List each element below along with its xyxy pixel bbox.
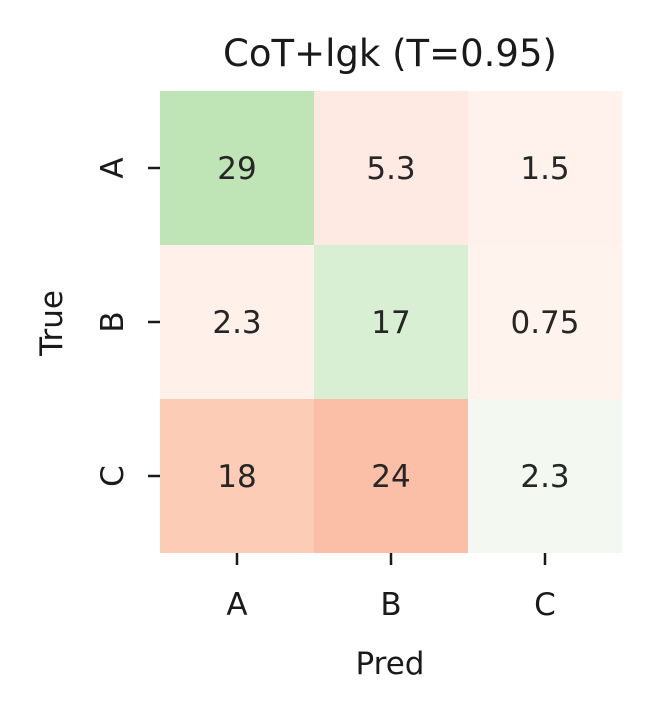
y-axis-label: True (34, 290, 70, 357)
y-axis-ticks: A B C (95, 157, 160, 487)
heatmap-cell-C-A (160, 399, 314, 553)
y-tick-label: B (95, 311, 131, 332)
cell-value-label: 24 (371, 459, 410, 495)
cell-value-label: 29 (217, 151, 256, 187)
cell-value-label: 5.3 (366, 151, 415, 187)
cell-value-label: 18 (217, 459, 256, 495)
cell-value-label: 1.5 (520, 151, 569, 187)
heatmap-cells: 29 5.3 1.5 2.3 17 0.75 18 24 2.3 (160, 91, 622, 553)
y-tick-label: C (95, 465, 131, 487)
cell-value-label: 17 (371, 305, 410, 341)
cell-value-label: 0.75 (510, 305, 579, 341)
y-tick-label: A (95, 157, 131, 178)
heatmap-cell-A-A (160, 91, 314, 245)
x-tick-label: C (534, 587, 556, 623)
x-tick-label: A (226, 587, 247, 623)
x-axis-label: Pred (356, 646, 425, 682)
x-tick-label: B (380, 587, 401, 623)
chart-title: CoT+lgk (T=0.95) (223, 32, 557, 75)
heatmap-cell-C-B (314, 399, 468, 553)
cell-value-label: 2.3 (520, 459, 569, 495)
x-axis-ticks: A B C (226, 553, 556, 623)
heatmap-cell-A-B (314, 91, 468, 245)
cell-value-label: 2.3 (212, 305, 261, 341)
heatmap-cell-A-C (468, 91, 622, 245)
heatmap-cell-B-A (160, 245, 314, 399)
heatmap-cell-B-B (314, 245, 468, 399)
heatmap-cell-C-C (468, 399, 622, 553)
heatmap-cell-B-C (468, 245, 622, 399)
